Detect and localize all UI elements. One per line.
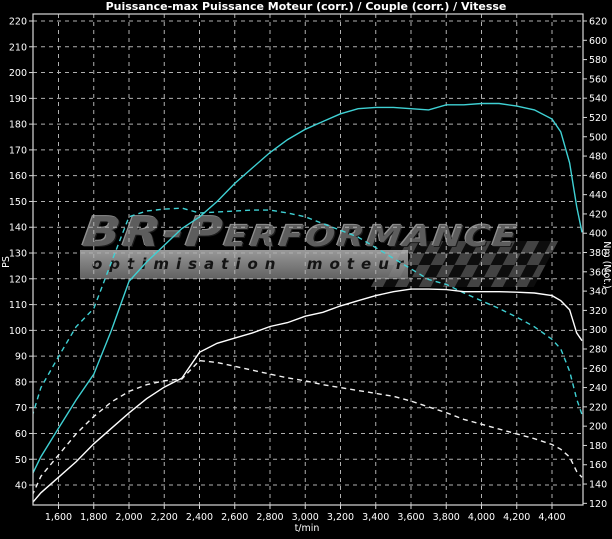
axis-tick-label: 380	[589, 248, 607, 259]
axis-tick-label: 4,200	[503, 512, 530, 523]
axis-tick-label: 180	[589, 441, 607, 452]
axis-tick-label: 300	[589, 325, 607, 336]
axis-tick-label: 110	[9, 300, 27, 311]
axis-tick-label: 4,400	[538, 512, 565, 523]
axis-tick-label: 120	[9, 274, 27, 285]
axis-tick-label: 220	[589, 402, 607, 413]
axis-tick-label: 40	[15, 481, 27, 492]
axis-tick-label: 120	[589, 499, 607, 510]
chart-title: Puissance-max Puissance Moteur (corr.) /…	[105, 0, 507, 13]
axis-tick-label: 2,800	[256, 512, 283, 523]
axis-tick-label: 600	[589, 36, 607, 47]
axis-tick-label: 50	[15, 455, 27, 466]
curve-couple-corrige-apres	[33, 207, 583, 416]
right-axis-unit-label: Nm (Mot.)	[601, 241, 612, 289]
axis-tick-label: 520	[589, 113, 607, 124]
axis-tick-label: 400	[589, 229, 607, 240]
axis-tick-label: 220	[9, 17, 27, 28]
axis-tick-label: 3,400	[362, 512, 389, 523]
axis-tick-label: 90	[15, 352, 27, 363]
axis-tick-label: 160	[589, 460, 607, 471]
axis-tick-label: 3,800	[433, 512, 460, 523]
axis-tick-label: 70	[15, 403, 27, 414]
curve-couple-corrige-avant	[33, 359, 583, 496]
axis-tick-label: 140	[589, 480, 607, 491]
left-axis-unit-label: PS	[1, 256, 12, 268]
axis-tick-label: 3,200	[327, 512, 354, 523]
axis-tick-label: 3,000	[292, 512, 319, 523]
x-axis-unit-label: t/min	[295, 523, 320, 534]
axis-tick-label: 60	[15, 429, 27, 440]
axis-tick-label: 210	[9, 42, 27, 53]
axis-tick-label: 140	[9, 223, 27, 234]
axis-tick-label: 540	[589, 94, 607, 105]
axis-tick-label: 560	[589, 74, 607, 85]
axis-tick-label: 440	[589, 190, 607, 201]
axis-tick-label: 3,600	[397, 512, 424, 523]
axis-tick-label: 360	[589, 267, 607, 278]
axis-tick-label: 320	[589, 306, 607, 317]
axis-tick-label: 2,600	[221, 512, 248, 523]
brand-tagline: optimisation moteur	[92, 255, 411, 273]
axis-tick-label: 460	[589, 171, 607, 182]
axis-tick-label: 4,000	[468, 512, 495, 523]
axis-tick-label: 480	[589, 152, 607, 163]
axis-tick-label: 100	[9, 326, 27, 337]
plot-frame	[32, 13, 584, 506]
axis-tick-label: 150	[9, 197, 27, 208]
curve-puissance-corrigee-avant	[33, 288, 583, 504]
axis-tick-label: 240	[589, 383, 607, 394]
axis-tick-label: 170	[9, 145, 27, 156]
axis-tick-label: 200	[589, 422, 607, 433]
axis-tick-label: 260	[589, 364, 607, 375]
axis-tick-label: 420	[589, 209, 607, 220]
axis-tick-label: 2,200	[151, 512, 178, 523]
axis-tick-label: 160	[9, 171, 27, 182]
axis-tick-label: 340	[589, 287, 607, 298]
axis-tick-label: 2,400	[186, 512, 213, 523]
axis-tick-label: 1,600	[45, 512, 72, 523]
axis-tick-label: 580	[589, 55, 607, 66]
axis-tick-label: 280	[589, 344, 607, 355]
curve-puissance-corrigee-apres	[33, 102, 583, 475]
axis-tick-label: 80	[15, 377, 27, 388]
axis-tick-label: 180	[9, 120, 27, 131]
axis-tick-label: 2,000	[115, 512, 142, 523]
axis-tick-label: 200	[9, 68, 27, 79]
axis-tick-label: 500	[589, 132, 607, 143]
axis-tick-label: 1,800	[80, 512, 107, 523]
axis-tick-label: 130	[9, 249, 27, 260]
axis-tick-label: 190	[9, 94, 27, 105]
axis-tick-label: 620	[589, 17, 607, 28]
